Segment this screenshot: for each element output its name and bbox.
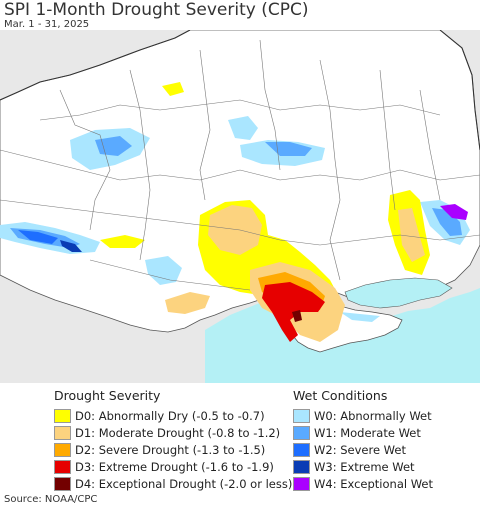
legend-swatch xyxy=(54,459,71,474)
legend-label: W2: Severe Wet xyxy=(314,442,406,457)
legend-label: W3: Extreme Wet xyxy=(314,459,415,474)
wet-area-w4 xyxy=(440,204,468,220)
source-credit: Source: NOAA/CPC xyxy=(4,494,98,505)
legend-label: D2: Severe Drought (-1.3 to -1.5) xyxy=(75,442,266,457)
legend-swatch xyxy=(293,442,310,457)
legend-label: D0: Abnormally Dry (-0.5 to -0.7) xyxy=(75,408,265,423)
legend-swatch xyxy=(54,408,71,423)
legend-item-w4: W4: Exceptional Wet xyxy=(293,475,433,492)
wet-legend-title: Wet Conditions xyxy=(293,388,388,403)
legend-item-w3: W3: Extreme Wet xyxy=(293,458,433,475)
drought-legend-title: Drought Severity xyxy=(54,388,161,403)
dry-area-d1 xyxy=(208,205,262,255)
dry-area-d4 xyxy=(292,310,302,322)
wet-legend: Wet Conditions W0: Abnormally Wet W1: Mo… xyxy=(293,388,433,492)
legend-item-d3: D3: Extreme Drought (-1.6 to -1.9) xyxy=(54,458,292,475)
date-range: Mar. 1 - 31, 2025 xyxy=(4,19,90,30)
legend-label: W1: Moderate Wet xyxy=(314,425,421,440)
dry-area-d0 xyxy=(100,235,145,248)
wet-area-w1 xyxy=(432,208,462,236)
sea-of-azov xyxy=(344,277,453,309)
legend-item-w2: W2: Severe Wet xyxy=(293,441,433,458)
wet-area-w2 xyxy=(18,230,58,244)
oblast-borders xyxy=(0,39,480,291)
wet-area-w1 xyxy=(95,136,132,156)
legend-label: D4: Exceptional Drought (-2.0 or less) xyxy=(75,476,293,491)
wet-area-w0 xyxy=(340,312,380,322)
legend-swatch xyxy=(293,476,310,491)
drought-map xyxy=(0,30,480,383)
legend-swatch xyxy=(293,408,310,423)
legend-swatch xyxy=(54,476,71,491)
legend-item-w1: W1: Moderate Wet xyxy=(293,424,433,441)
legend-label: D1: Moderate Drought (-0.8 to -1.2) xyxy=(75,425,281,440)
dry-area-d1 xyxy=(165,292,210,314)
legend-item-w0: W0: Abnormally Wet xyxy=(293,407,433,424)
legend-item-d0: D0: Abnormally Dry (-0.5 to -0.7) xyxy=(54,407,292,424)
legend-item-d2: D2: Severe Drought (-1.3 to -1.5) xyxy=(54,441,292,458)
legend-swatch xyxy=(54,425,71,440)
legend-label: D3: Extreme Drought (-1.6 to -1.9) xyxy=(75,459,274,474)
wet-area-w0 xyxy=(145,256,182,285)
legend-item-d1: D1: Moderate Drought (-0.8 to -1.2) xyxy=(54,424,292,441)
legend-label: W0: Abnormally Wet xyxy=(314,408,432,423)
dry-area-d0 xyxy=(162,82,184,96)
drought-legend: Drought Severity D0: Abnormally Dry (-0.… xyxy=(54,388,292,492)
legend-swatch xyxy=(293,425,310,440)
legend-swatch xyxy=(293,459,310,474)
dry-area-d1 xyxy=(398,208,425,262)
legend-swatch xyxy=(54,442,71,457)
legend-item-d4: D4: Exceptional Drought (-2.0 or less) xyxy=(54,475,292,492)
wet-area-w3 xyxy=(60,240,82,252)
country-border xyxy=(0,30,480,151)
wet-area-w0 xyxy=(228,116,258,140)
legend-label: W4: Exceptional Wet xyxy=(314,476,433,491)
map-title: SPI 1-Month Drought Severity (CPC) xyxy=(4,0,309,20)
